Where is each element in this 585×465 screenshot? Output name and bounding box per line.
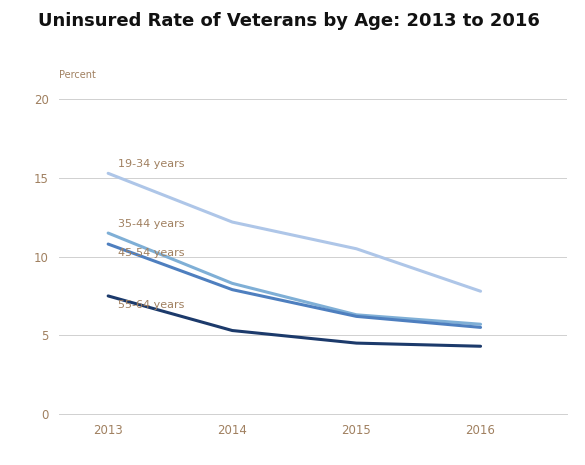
Text: 55-64 years: 55-64 years	[118, 300, 184, 310]
Text: Percent: Percent	[58, 70, 95, 80]
Text: Uninsured Rate of Veterans by Age: 2013 to 2016: Uninsured Rate of Veterans by Age: 2013 …	[38, 12, 540, 30]
Text: 35-44 years: 35-44 years	[118, 219, 185, 229]
Text: 19-34 years: 19-34 years	[118, 159, 185, 169]
Text: 45-54 years: 45-54 years	[118, 248, 185, 258]
